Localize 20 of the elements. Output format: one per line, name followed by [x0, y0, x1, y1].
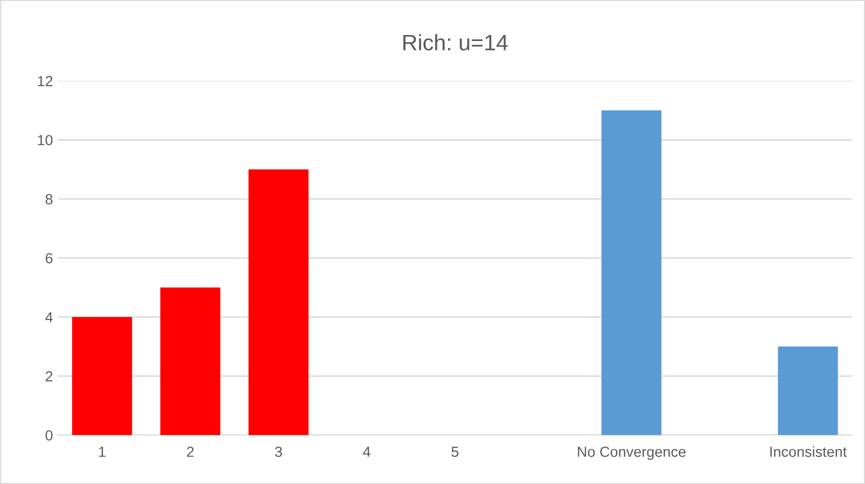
- bar: [248, 169, 309, 436]
- bar: [601, 110, 662, 436]
- y-tick-label: 2: [46, 371, 52, 382]
- bar: [72, 317, 132, 436]
- y-tick-label: 0: [46, 430, 53, 441]
- y-tick-label: 8: [46, 194, 52, 204]
- x-tick-label: 5: [452, 446, 458, 457]
- y-tick-label: 10: [38, 134, 53, 146]
- x-tick-label: Inconsistent: [770, 446, 847, 457]
- bar: [160, 287, 220, 436]
- x-tick-label: 4: [363, 446, 370, 457]
- x-tick-label: 2: [186, 446, 194, 457]
- chart-title: Rich: u=14: [403, 34, 508, 50]
- y-tick-label: 12: [38, 76, 52, 86]
- y-tick-label: 4: [45, 312, 53, 322]
- x-tick-label: No Convergence: [578, 446, 686, 460]
- bar: [778, 346, 838, 436]
- x-tick-label: 3: [275, 446, 282, 457]
- x-tick-label: 1: [99, 446, 106, 457]
- y-tick-label: 6: [46, 253, 52, 264]
